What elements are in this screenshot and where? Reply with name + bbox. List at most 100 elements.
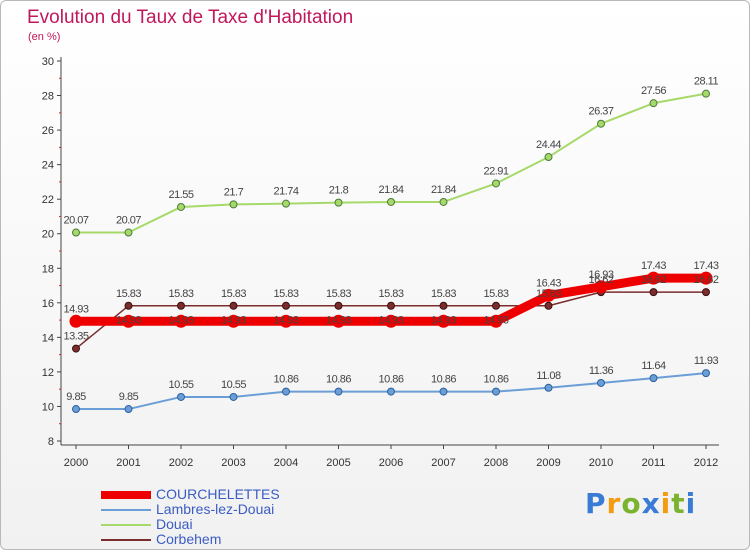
data-point: [332, 314, 345, 328]
data-label: 27.56: [641, 85, 666, 97]
data-label: 15.83: [378, 288, 403, 300]
legend-swatch: [101, 539, 151, 541]
data-point: [492, 387, 500, 396]
data-label: 14.93: [63, 303, 88, 315]
data-point: [649, 374, 658, 383]
data-label: 26.37: [588, 106, 613, 118]
logo-letter: i: [660, 487, 672, 520]
legend-label: COURCHELETTES: [156, 486, 280, 502]
data-point: [384, 314, 398, 328]
data-label: 24.44: [536, 139, 561, 151]
data-point: [69, 314, 83, 328]
x-tick-label: 2002: [169, 457, 193, 469]
data-point: [334, 387, 343, 396]
logo-letter: r: [606, 487, 622, 520]
data-label: 21.84: [431, 184, 456, 196]
y-tick-label: 30: [42, 56, 54, 68]
data-point: [597, 119, 605, 128]
data-label: 22.91: [483, 165, 508, 177]
data-label: 28.11: [694, 76, 719, 88]
data-point: [649, 99, 658, 108]
data-point: [489, 314, 503, 328]
data-label: 10.55: [221, 379, 246, 391]
data-label: 9.85: [119, 391, 139, 403]
data-label: 13.35: [63, 331, 88, 343]
data-label: 16.62: [641, 274, 666, 286]
data-label: 14.93: [116, 314, 141, 326]
data-label: 15.83: [273, 288, 298, 300]
data-point: [122, 314, 135, 328]
data-point: [72, 405, 80, 414]
data-point: [702, 288, 710, 297]
data-point: [492, 179, 500, 188]
data-label: 14.93: [168, 314, 193, 326]
data-label: 14.93: [326, 314, 351, 326]
legend-label: Corbehem: [156, 531, 222, 547]
data-point: [702, 89, 710, 98]
data-label: 16.43: [536, 277, 561, 289]
data-label: 15.83: [221, 288, 246, 300]
legend-label: Douai: [156, 516, 193, 532]
data-label: 17.43: [641, 260, 666, 272]
data-label: 10.86: [378, 374, 403, 386]
data-point: [439, 301, 448, 310]
data-label: 15.83: [431, 288, 456, 300]
data-point: [437, 314, 450, 328]
data-label: 11.36: [589, 365, 614, 377]
data-label: 14.93: [221, 314, 246, 326]
data-point: [229, 392, 238, 401]
data-point: [229, 200, 238, 209]
data-label: 9.85: [66, 391, 86, 403]
data-label: 10.86: [483, 374, 508, 386]
logo-letter: P: [585, 487, 607, 520]
data-point: [174, 314, 188, 328]
x-tick-label: 2011: [642, 457, 666, 469]
data-label: 21.8: [329, 185, 349, 197]
data-point: [492, 301, 500, 310]
data-label: 16.93: [588, 269, 613, 281]
data-point: [282, 301, 290, 310]
data-point: [544, 383, 553, 392]
data-point: [544, 153, 553, 162]
data-point: [387, 301, 395, 310]
y-tick-label: 26: [42, 125, 54, 137]
data-label: 15.83: [326, 288, 351, 300]
data-point: [227, 314, 240, 328]
x-tick-label: 2005: [326, 457, 350, 469]
data-point: [439, 197, 448, 206]
data-point: [72, 228, 80, 237]
data-point: [387, 387, 395, 396]
data-label: 14.93: [431, 314, 456, 326]
data-point: [334, 301, 343, 310]
legend-swatch: [101, 509, 151, 511]
x-tick-label: 2004: [274, 457, 298, 469]
data-label: 15.83: [116, 288, 141, 300]
data-label: 21.84: [378, 184, 403, 196]
data-label: 15.83: [168, 288, 193, 300]
data-point: [597, 378, 605, 387]
data-label: 21.7: [224, 186, 244, 198]
x-tick-label: 2007: [431, 457, 455, 469]
data-label: 16.62: [588, 274, 613, 286]
data-label: 14.93: [378, 314, 403, 326]
chart-title: Evolution du Taux de Taxe d'Habitation: [27, 7, 354, 28]
data-point: [544, 301, 553, 310]
data-label: 11.64: [641, 360, 666, 372]
legend-swatch: [101, 491, 151, 499]
x-tick-label: 2010: [589, 457, 613, 469]
y-tick-label: 16: [42, 298, 54, 310]
data-point: [387, 197, 395, 206]
proxiti-logo: Proxiti: [585, 487, 696, 520]
y-tick-label: 24: [42, 160, 54, 172]
data-point: [649, 288, 658, 297]
x-tick-label: 2009: [536, 457, 560, 469]
data-point: [177, 202, 185, 211]
data-point: [334, 198, 343, 207]
x-tick-label: 2008: [484, 457, 508, 469]
y-tick-label: 20: [42, 229, 54, 241]
data-label: 14.93: [273, 314, 298, 326]
data-label: 21.55: [168, 189, 193, 201]
y-tick-label: 14: [42, 332, 54, 344]
logo-letter: o: [621, 487, 642, 520]
